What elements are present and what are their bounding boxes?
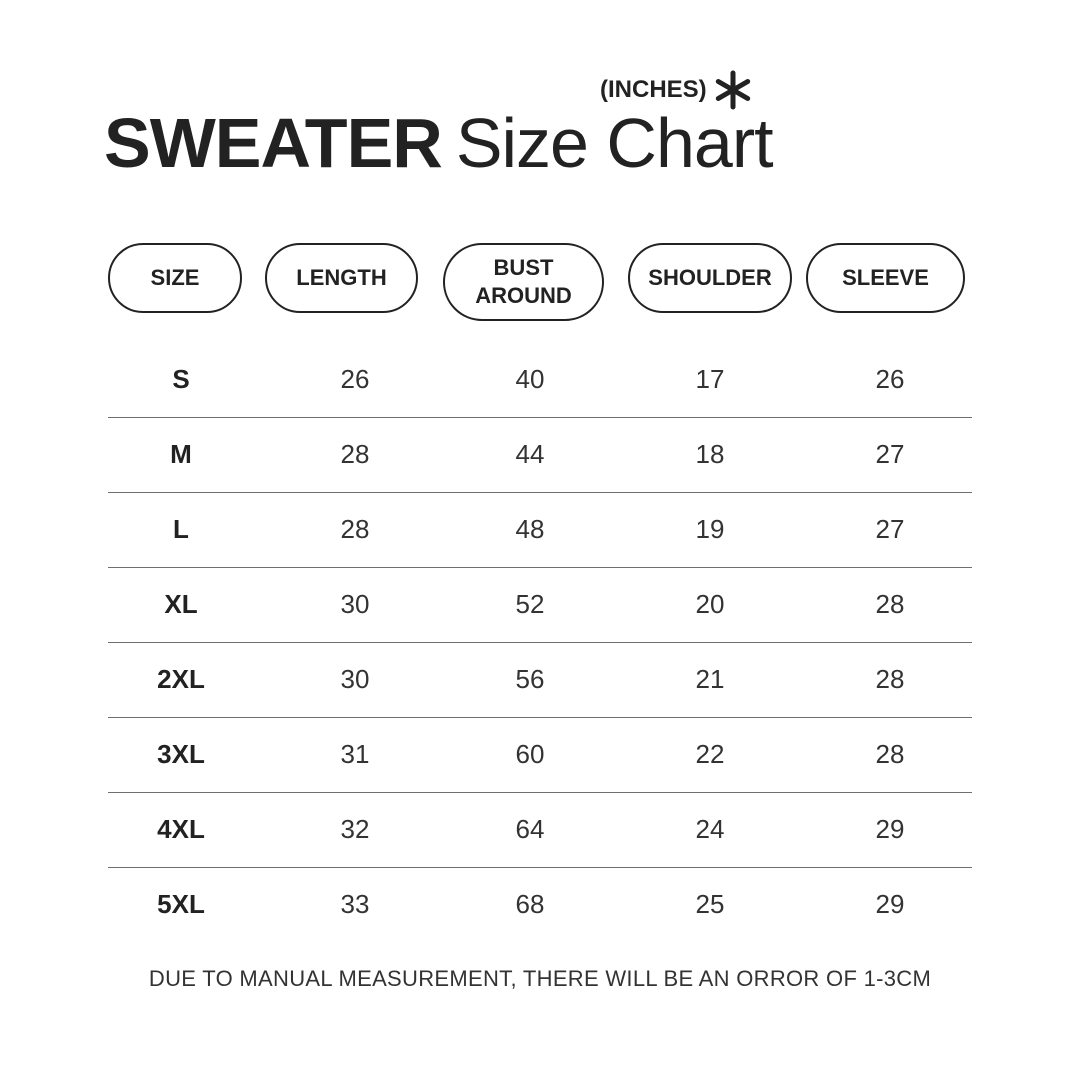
size-label: XL <box>164 589 198 619</box>
row-divider <box>108 867 972 868</box>
table-cell: 19 <box>695 514 725 544</box>
column-header-label: BUST AROUND <box>475 255 572 308</box>
row-divider <box>108 642 972 643</box>
title-bold: SWEATER <box>104 104 443 182</box>
table-cell: 28 <box>340 439 370 469</box>
table-cell: 17 <box>695 364 725 394</box>
table-cell: 28 <box>875 739 905 769</box>
row-divider <box>108 567 972 568</box>
table-cell: 31 <box>340 739 370 769</box>
table-cell: 21 <box>695 664 725 694</box>
row-divider <box>108 717 972 718</box>
column-header-label: SIZE <box>150 265 200 290</box>
table-cell: 18 <box>695 439 725 469</box>
units-label: (INCHES) <box>600 70 753 110</box>
table-cell: 30 <box>340 589 370 619</box>
asterisk-icon <box>715 70 750 110</box>
row-divider <box>108 792 972 793</box>
table-cell: 27 <box>875 514 905 544</box>
units-text: (INCHES) <box>600 76 707 103</box>
size-label: 3XL <box>157 739 205 769</box>
footnote: DUE TO MANUAL MEASUREMENT, THERE WILL BE… <box>148 966 932 991</box>
table-cell: 40 <box>515 364 545 394</box>
column-header-bust-around: BUST AROUND <box>443 243 604 321</box>
table-cell: 29 <box>875 814 905 844</box>
table-cell: 24 <box>695 814 725 844</box>
column-header-sleeve: SLEEVE <box>806 243 965 313</box>
row-divider <box>108 417 972 418</box>
column-header-shoulder: SHOULDER <box>628 243 792 313</box>
table-cell: 28 <box>340 514 370 544</box>
column-header-label: LENGTH <box>296 265 387 290</box>
table-cell: 30 <box>340 664 370 694</box>
table-cell: 22 <box>695 739 725 769</box>
table-cell: 28 <box>875 589 905 619</box>
table-cell: 20 <box>695 589 725 619</box>
table-cell: 60 <box>515 739 545 769</box>
table-cell: 26 <box>875 364 905 394</box>
size-label: L <box>173 514 189 544</box>
table-cell: 32 <box>340 814 370 844</box>
table-cell: 48 <box>515 514 545 544</box>
table-cell: 29 <box>875 889 905 919</box>
row-divider <box>108 492 972 493</box>
size-label: 4XL <box>157 814 205 844</box>
size-label: 2XL <box>157 664 205 694</box>
column-header-length: LENGTH <box>265 243 418 313</box>
table-cell: 33 <box>340 889 370 919</box>
size-label: M <box>170 439 192 469</box>
size-label: 5XL <box>157 889 205 919</box>
table-cell: 52 <box>515 589 545 619</box>
table-cell: 26 <box>340 364 370 394</box>
chart-title: SWEATER Size Chart <box>104 100 774 186</box>
table-cell: 64 <box>515 814 545 844</box>
table-cell: 28 <box>875 664 905 694</box>
size-label: S <box>172 364 190 394</box>
table-cell: 25 <box>695 889 725 919</box>
table-cell: 68 <box>515 889 545 919</box>
title-rest: Size Chart <box>455 104 774 182</box>
table-cell: 56 <box>515 664 545 694</box>
column-header-size: SIZE <box>108 243 242 313</box>
table-cell: 44 <box>515 439 545 469</box>
column-header-label: SLEEVE <box>842 265 929 290</box>
table-cell: 27 <box>875 439 905 469</box>
column-header-label: SHOULDER <box>648 265 772 290</box>
